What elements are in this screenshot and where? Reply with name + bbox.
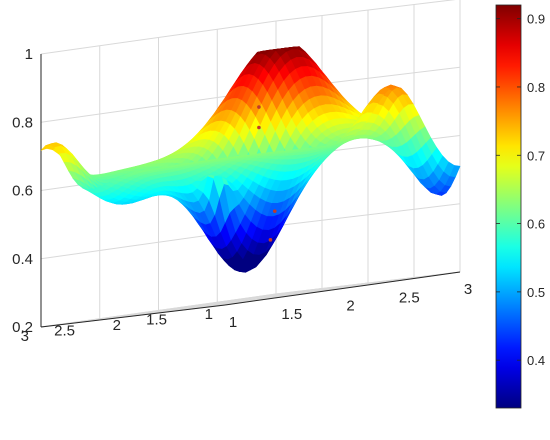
colorbar-gradient: [495, 4, 522, 409]
wall-gridline: [40, 293, 277, 328]
colorbar: 0.4 0.5 0.6 0.7 0.8 0.9: [495, 4, 545, 409]
marked-point: [272, 209, 277, 213]
floor-gridline: [86, 288, 323, 322]
wall-gridline: [275, 0, 456, 22]
marked-point: [268, 238, 273, 242]
axis-ticks: 1 1.5 2 2.5 311.522.530.20.40.60.81: [12, 46, 472, 345]
marked-point: [257, 125, 261, 130]
y-tick-label: 2.5: [54, 323, 75, 340]
x-axis-line: [224, 271, 461, 306]
x-tick-label: 3: [464, 281, 472, 298]
surface-patch: [220, 157, 231, 160]
y-tick-label: 1: [205, 306, 213, 323]
wall-gridline: [275, 271, 461, 295]
x-tick-label: 2.5: [399, 289, 420, 306]
colorbar-tick-label: 0.6: [527, 217, 545, 232]
colorbar-tick-label: 0.8: [527, 80, 545, 95]
z-tick-label: 1: [25, 46, 33, 63]
colorbar-tick-label: 0.4: [527, 353, 545, 368]
colorbar-tick-label: 0.9: [527, 12, 545, 27]
z-tick-label: 0.4: [12, 251, 33, 268]
colorbar-tick-label: 0.5: [527, 285, 545, 300]
colorbar-tick-label: 0.7: [527, 148, 545, 163]
surface: [40, 46, 461, 273]
y-tick-label: 2: [113, 317, 121, 334]
wall-gridline: [40, 20, 277, 55]
z-tick-label: 0.6: [12, 183, 33, 200]
z-tick-label: 0.8: [12, 114, 33, 131]
y-tick-label: 1.5: [146, 312, 167, 329]
x-tick-label: 1: [229, 314, 237, 331]
x-tick-label: 1.5: [281, 306, 302, 323]
marked-points: [257, 105, 277, 242]
wall-gridline: [275, 203, 461, 227]
y-axis-line: [40, 304, 226, 328]
x-tick-label: 2: [346, 298, 354, 315]
z-tick-label: 0.2: [12, 319, 33, 336]
marked-point: [257, 105, 261, 109]
y-tick-label: 3: [21, 328, 29, 345]
